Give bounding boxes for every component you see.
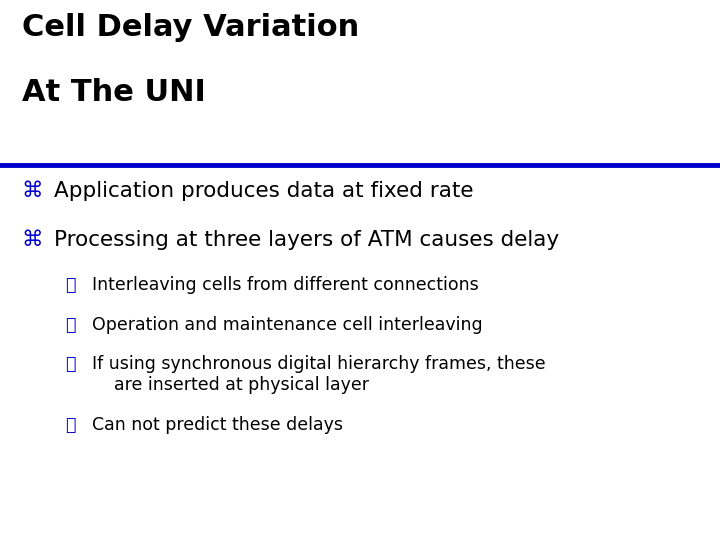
Text: ⎙: ⎙	[65, 416, 75, 434]
Text: Processing at three layers of ATM causes delay: Processing at three layers of ATM causes…	[54, 230, 559, 249]
Text: If using synchronous digital hierarchy frames, these
    are inserted at physica: If using synchronous digital hierarchy f…	[92, 355, 546, 394]
Text: Operation and maintenance cell interleaving: Operation and maintenance cell interleav…	[92, 316, 483, 334]
Text: Can not predict these delays: Can not predict these delays	[92, 416, 343, 434]
Text: ⎙: ⎙	[65, 276, 75, 294]
Text: ⎙: ⎙	[65, 355, 75, 373]
Text: ⌘: ⌘	[22, 181, 43, 201]
Text: ⌘: ⌘	[22, 230, 43, 249]
Text: ⎙: ⎙	[65, 316, 75, 334]
Text: At The UNI: At The UNI	[22, 78, 205, 107]
Text: Interleaving cells from different connections: Interleaving cells from different connec…	[92, 276, 479, 294]
Text: Application produces data at fixed rate: Application produces data at fixed rate	[54, 181, 474, 201]
Text: Cell Delay Variation: Cell Delay Variation	[22, 14, 359, 43]
